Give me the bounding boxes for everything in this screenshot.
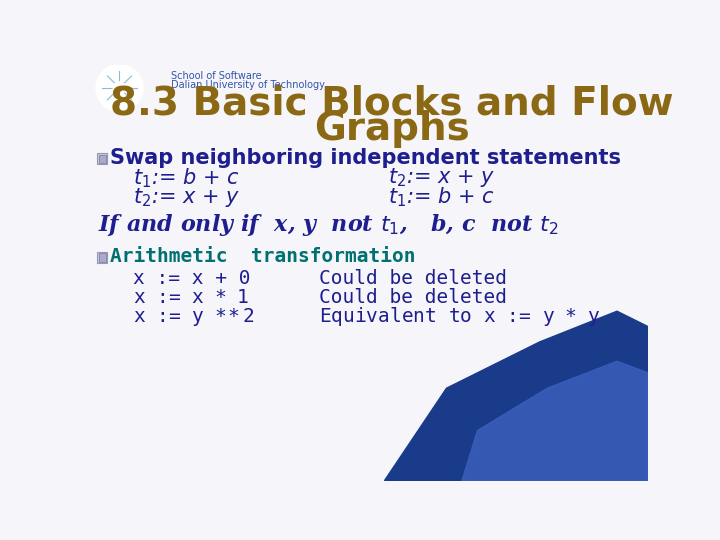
- Text: x := x + 0: x := x + 0: [132, 268, 250, 288]
- Text: Graphs: Graphs: [315, 110, 470, 148]
- Text: Dalian University of Technology: Dalian University of Technology: [171, 80, 325, 90]
- Text: x := x $*$ 1: x := x $*$ 1: [132, 288, 249, 307]
- Polygon shape: [384, 311, 648, 481]
- Text: If and only if  x, y  not $t_1$,   b, c  not $t_2$: If and only if x, y not $t_1$, b, c not …: [98, 212, 558, 238]
- Text: Could be deleted: Could be deleted: [319, 288, 507, 307]
- Text: $t_1$:= b + c: $t_1$:= b + c: [132, 166, 239, 190]
- Text: x := y $**$2: x := y $**$2: [132, 306, 254, 328]
- FancyBboxPatch shape: [97, 153, 107, 164]
- Circle shape: [113, 82, 126, 94]
- Text: Arithmetic  transformation: Arithmetic transformation: [110, 247, 415, 266]
- Circle shape: [96, 65, 143, 111]
- Text: $t_2$:= x + y: $t_2$:= x + y: [388, 166, 495, 190]
- FancyBboxPatch shape: [99, 253, 106, 261]
- Text: $t_1$:= b + c: $t_1$:= b + c: [388, 185, 495, 209]
- Text: Swap neighboring independent statements: Swap neighboring independent statements: [110, 148, 621, 168]
- Text: 8.3 Basic Blocks and Flow: 8.3 Basic Blocks and Flow: [110, 84, 674, 122]
- Text: School of Software: School of Software: [171, 71, 262, 80]
- Polygon shape: [462, 361, 648, 481]
- FancyBboxPatch shape: [97, 252, 107, 262]
- Text: Could be deleted: Could be deleted: [319, 268, 507, 288]
- Circle shape: [102, 71, 137, 105]
- Text: $t_2$:= x + y: $t_2$:= x + y: [132, 186, 240, 209]
- FancyBboxPatch shape: [99, 154, 106, 163]
- Text: Equivalent to x := y $*$ y: Equivalent to x := y $*$ y: [319, 305, 600, 328]
